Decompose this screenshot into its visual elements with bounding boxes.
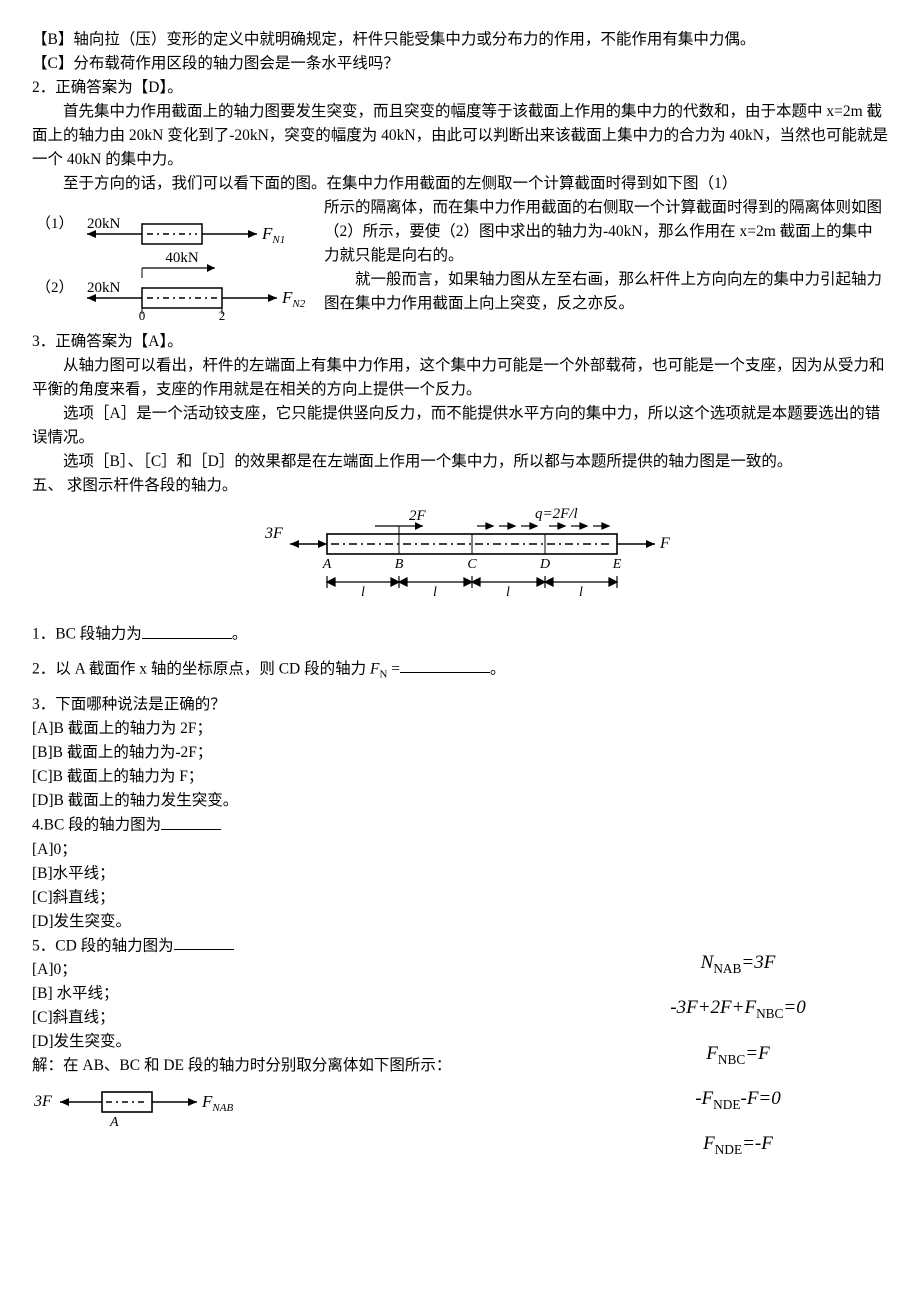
q3-title: 3．正确答案为【A】。	[32, 330, 888, 354]
beam-len1: l	[361, 585, 365, 600]
s5-q4-D: [D]发生突变。	[32, 910, 888, 934]
s5-q3-B: [B]B 截面上的轴力为-2F；	[32, 741, 888, 765]
diag1-row1-Fsub: N1	[271, 234, 285, 246]
diag1-row2-F: F	[281, 288, 293, 307]
svg-text:FN1: FN1	[261, 224, 285, 246]
equation-block: NNAB=3F -3F+2F+FNBC=0 FNBC=F -FNDE-F=0 F…	[588, 934, 888, 1175]
fb-F: F	[201, 1092, 213, 1111]
svg-text:FNAB: FNAB	[201, 1092, 233, 1114]
diag1-row1-label: （1）	[36, 215, 74, 232]
s5-q3-A: [A]B 截面上的轴力为 2F；	[32, 717, 888, 741]
beam-mid-force: F	[416, 508, 427, 524]
beam-right-force: F	[659, 535, 670, 552]
eq-2: -3F+2F+FNBC=0	[588, 993, 888, 1024]
beam-pt-B: B	[395, 557, 404, 572]
beam-pt-E: E	[612, 557, 622, 572]
diag1-tick0: 0	[139, 308, 146, 320]
diag1-tick2: 2	[219, 308, 226, 320]
diag1-row2-label: （2）	[36, 279, 74, 296]
q3-para1: 从轴力图可以看出，杆件的左端面上有集中力作用，这个集中力可能是一个外部载荷，也可…	[32, 354, 888, 402]
diag1-row2-force: 20kN	[87, 280, 121, 296]
beam-len4: l	[579, 585, 583, 600]
fb-Fsub: NAB	[211, 1102, 233, 1114]
s5-q3: 3．下面哪种说法是正确的？	[32, 693, 888, 717]
answer-b: 【B】轴向拉（压）变形的定义中就明确规定，杆件只能受集中力或分布力的作用，不能作…	[32, 28, 888, 52]
s5-q4: 4.BC 段的轴力图为	[32, 813, 888, 838]
svg-text:3F: 3F	[264, 525, 283, 542]
diag1-row2-topforce: 40kN	[165, 250, 199, 266]
s5-q4-B: [B]水平线；	[32, 862, 888, 886]
s5-q3-C: [C]B 截面上的轴力为 F；	[32, 765, 888, 789]
section5-title: 五、 求图示杆件各段的轴力。	[32, 474, 888, 498]
svg-text:FN2: FN2	[281, 288, 306, 310]
free-body-diagram-1-2: （1） 20kN FN1 40kN （2） 20kN FN2 0	[32, 200, 312, 328]
eq-3: FNBC=F	[588, 1039, 888, 1070]
s5-q4-C: [C]斜直线；	[32, 886, 888, 910]
beam-left-force: F	[272, 525, 283, 542]
q3-para2: 选项［A］是一个活动铰支座，它只能提供竖向反力，而不能提供水平方向的集中力，所以…	[32, 402, 888, 450]
svg-text:2F: 2F	[409, 508, 427, 524]
q3-para3: 选项［B］、［C］和［D］的效果都是在左端面上作用一个集中力，所以都与本题所提供…	[32, 450, 888, 474]
svg-text:3F: 3F	[33, 1093, 52, 1110]
eq-5: FNDE=-F	[588, 1129, 888, 1160]
beam-pt-A: A	[322, 557, 332, 572]
s5-q2: 2．以 A 截面作 x 轴的坐标原点，则 CD 段的轴力 FN =。	[32, 657, 888, 683]
eq-1: NNAB=3F	[588, 948, 888, 979]
s5-q4-A: [A]0；	[32, 838, 888, 862]
s5-q3-D: [D]B 截面上的轴力发生突变。	[32, 789, 888, 813]
beam-dist-load: q=2F/l	[535, 506, 578, 522]
beam-pt-D: D	[539, 557, 550, 572]
diag1-row1-force: 20kN	[87, 216, 121, 232]
eq-4: -FNDE-F=0	[588, 1084, 888, 1115]
diag1-row1-F: F	[261, 224, 273, 243]
answer-c: 【C】分布载荷作用区段的轴力图会是一条水平线吗？	[32, 52, 888, 76]
q2-title: 2．正确答案为【D】。	[32, 76, 888, 100]
fb-pt-A: A	[109, 1115, 119, 1130]
s5-q1: 1．BC 段轴力为。	[32, 622, 888, 647]
q2-para1: 首先集中力作用截面上的轴力图要发生突变，而且突变的幅度等于该截面上作用的集中力的…	[32, 100, 888, 172]
q2-para2a: 至于方向的话，我们可以看下面的图。在集中力作用截面的左侧取一个计算截面时得到如下…	[32, 172, 888, 196]
diag1-row2-Fsub: N2	[291, 298, 305, 310]
beam-pt-C: C	[467, 557, 477, 572]
beam-len3: l	[506, 585, 510, 600]
beam-diagram: 3F 2F q=2F/l F A B C D	[32, 504, 888, 608]
beam-len2: l	[433, 585, 437, 600]
fb-left-force: F	[41, 1093, 52, 1110]
